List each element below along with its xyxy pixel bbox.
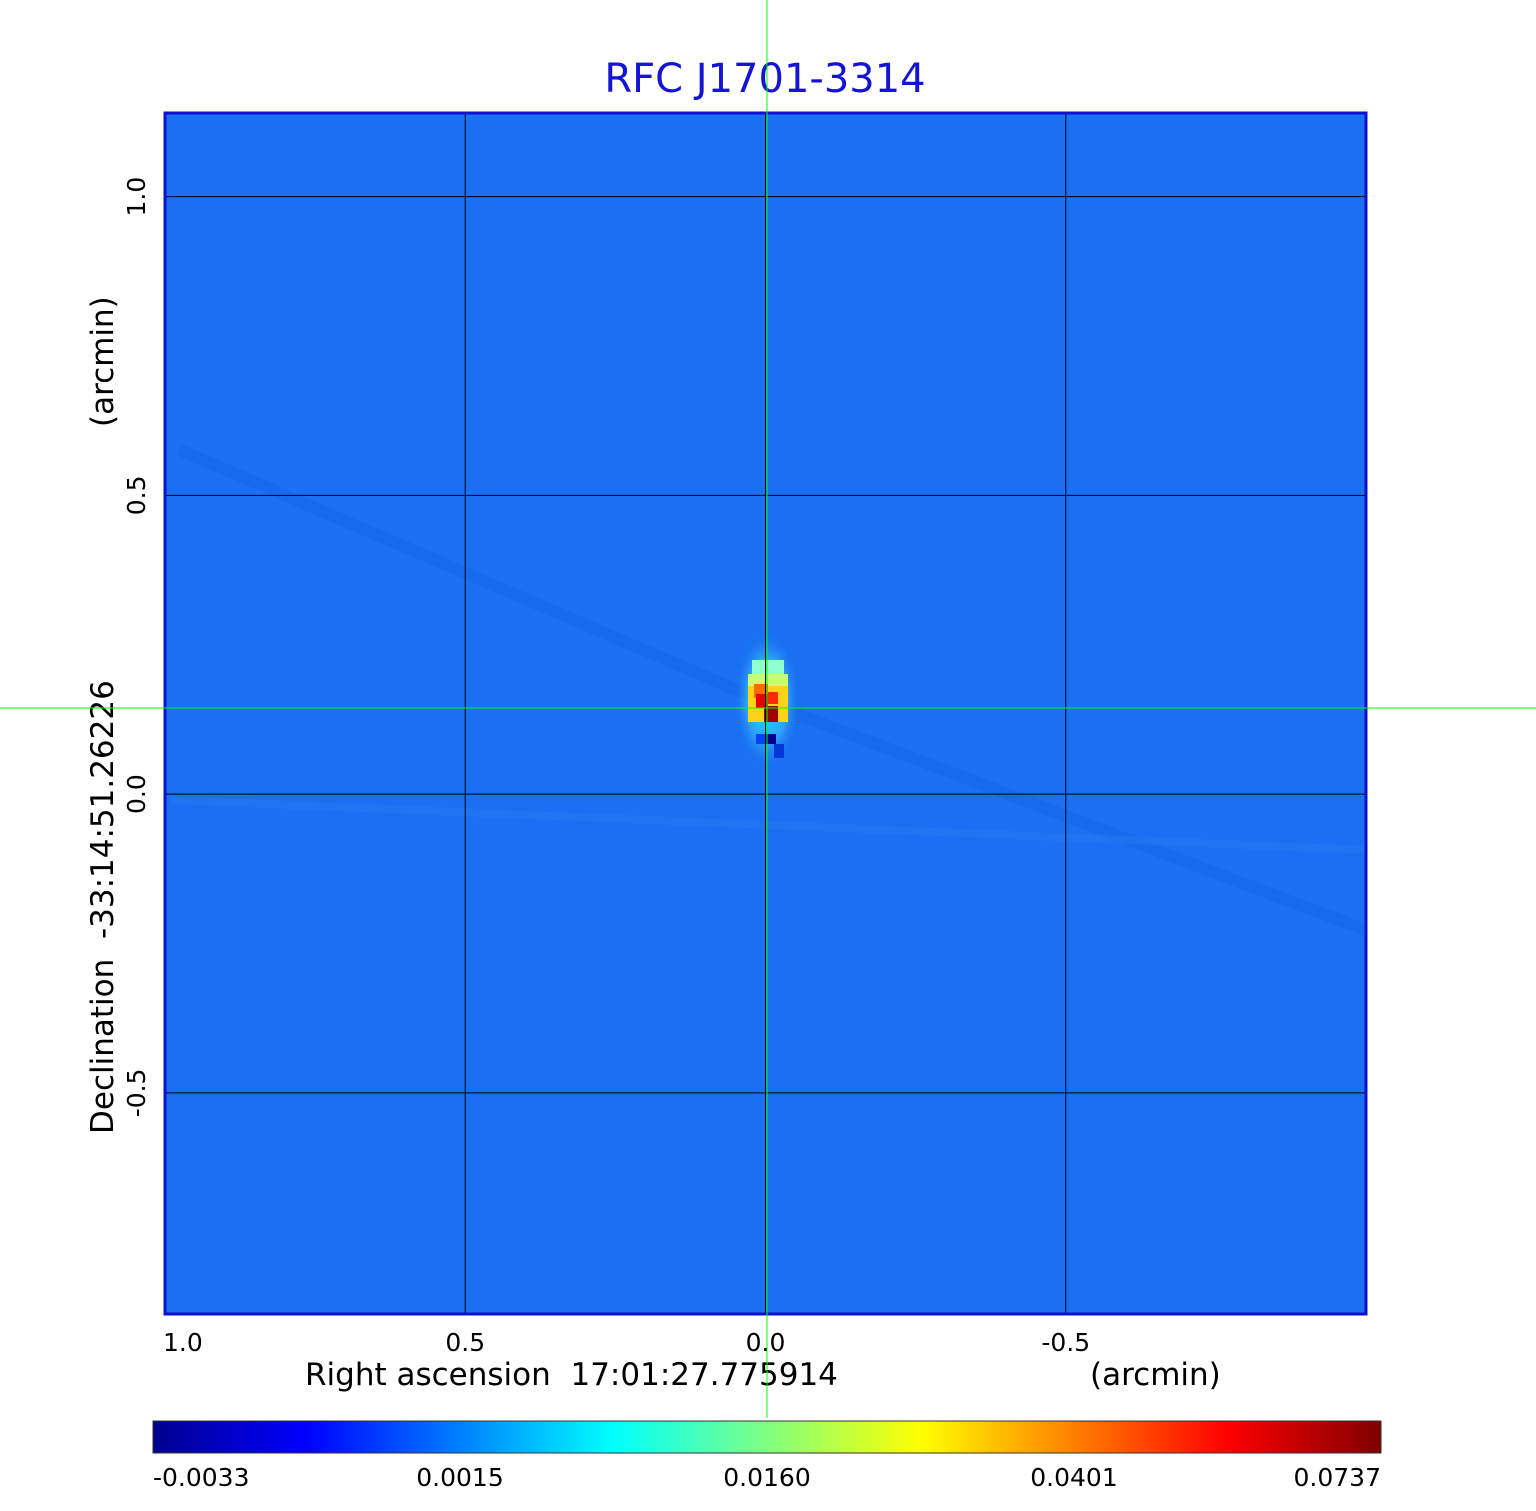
colorbar [152,1420,1382,1454]
y-axis-label: Declination -33:14:51.26226 [85,680,121,1134]
y-tick-label: 0.0 [122,774,151,814]
chart-title: RFC J1701-3314 [604,56,925,102]
colorbar-tick-label: 0.0737 [1294,1463,1381,1492]
source-pixel [752,660,784,674]
source-pixel [766,734,776,744]
x-axis-label: Right ascension 17:01:27.775914 [305,1357,838,1393]
colorbar-tick-label: 0.0015 [416,1463,503,1492]
colorbar-tick-label: -0.0033 [153,1463,250,1492]
grid-lines [165,113,1366,1314]
source-pixel [756,694,768,708]
source-pixel [748,674,788,686]
x-axis-unit: (arcmin) [1090,1357,1221,1393]
source-pixel [768,692,778,704]
y-axis-unit: (arcmin) [85,296,121,427]
x-tick-label: 1.0 [163,1328,203,1357]
y-tick-label: 0.5 [122,476,151,516]
colorbar-tick-label: 0.0160 [723,1463,810,1492]
x-tick-label: 0.0 [746,1328,786,1357]
y-tick-labels: 1.0 0.5 0.0 -0.5 [122,177,151,1118]
colorbar-tick-labels: -0.0033 0.0015 0.0160 0.0401 0.0737 [153,1463,1381,1492]
y-tick-label: -0.5 [122,1069,151,1118]
x-tick-label: 0.5 [445,1328,485,1357]
source-pixel [756,734,766,744]
sidelobe-streak [169,796,1366,854]
y-tick-label: 1.0 [122,177,151,217]
x-tick-label: -0.5 [1041,1328,1090,1357]
plot-area [165,113,1366,1314]
x-tick-labels: 1.0 0.5 0.0 -0.5 [163,1328,1090,1357]
source-pixel [774,744,784,758]
plot-frame [163,111,1368,1316]
colorbar-tick-label: 0.0401 [1030,1463,1117,1492]
